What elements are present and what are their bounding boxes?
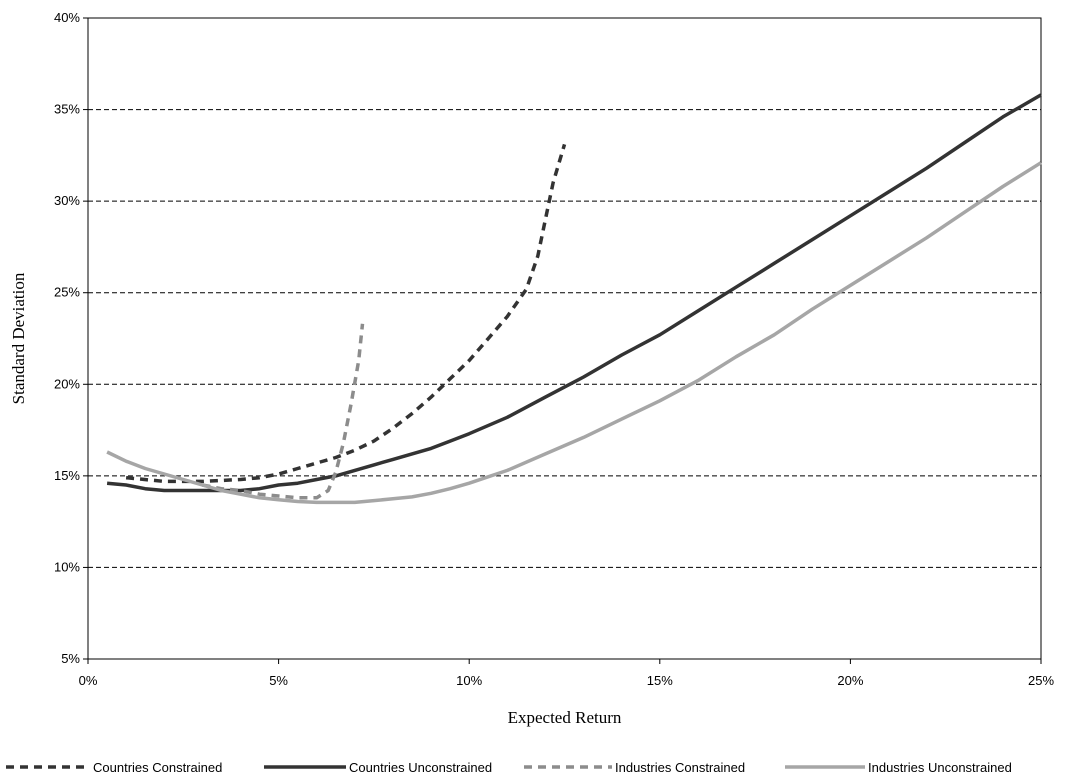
y-tick-label: 25%	[54, 285, 80, 300]
axis-ticks: 5% 10% 15% 20% 25% 30% 35% 40% 0% 5% 10% 15% 20% 25%	[54, 10, 1054, 688]
y-tick-label: 5%	[61, 651, 80, 666]
y-tick-label: 20%	[54, 376, 80, 391]
x-tick-label: 20%	[837, 673, 863, 688]
legend-label-countries-unconstrained: Countries Unconstrained	[349, 760, 492, 775]
y-tick-label: 10%	[54, 559, 80, 574]
y-tick-label: 40%	[54, 10, 80, 25]
series-line-countries-unconstrained	[106, 93, 1042, 493]
y-tick-label: 15%	[54, 468, 80, 483]
x-tick-label: 25%	[1028, 673, 1054, 688]
series-line-countries-constrained	[125, 143, 567, 484]
series-line-industries-unconstrained	[106, 161, 1042, 505]
legend-label-industries-unconstrained: Industries Unconstrained	[868, 760, 1012, 775]
y-tick-label: 35%	[54, 102, 80, 117]
gridlines	[88, 109, 1041, 568]
legend: Countries Constrained Countries Unconstra…	[6, 760, 1012, 775]
series-line-industries-constrained	[202, 323, 365, 500]
y-tick-label: 30%	[54, 193, 80, 208]
x-axis-title: Expected Return	[508, 708, 622, 727]
series-lines	[106, 93, 1042, 505]
y-axis-title: Standard Deviation	[9, 272, 28, 404]
x-tick-label: 15%	[647, 673, 673, 688]
x-tick-label: 10%	[456, 673, 482, 688]
legend-label-industries-constrained: Industries Constrained	[615, 760, 745, 775]
x-tick-label: 0%	[79, 673, 98, 688]
legend-label-countries-constrained: Countries Constrained	[93, 760, 222, 775]
plot-area-frame	[87, 17, 1042, 660]
x-tick-label: 5%	[269, 673, 288, 688]
